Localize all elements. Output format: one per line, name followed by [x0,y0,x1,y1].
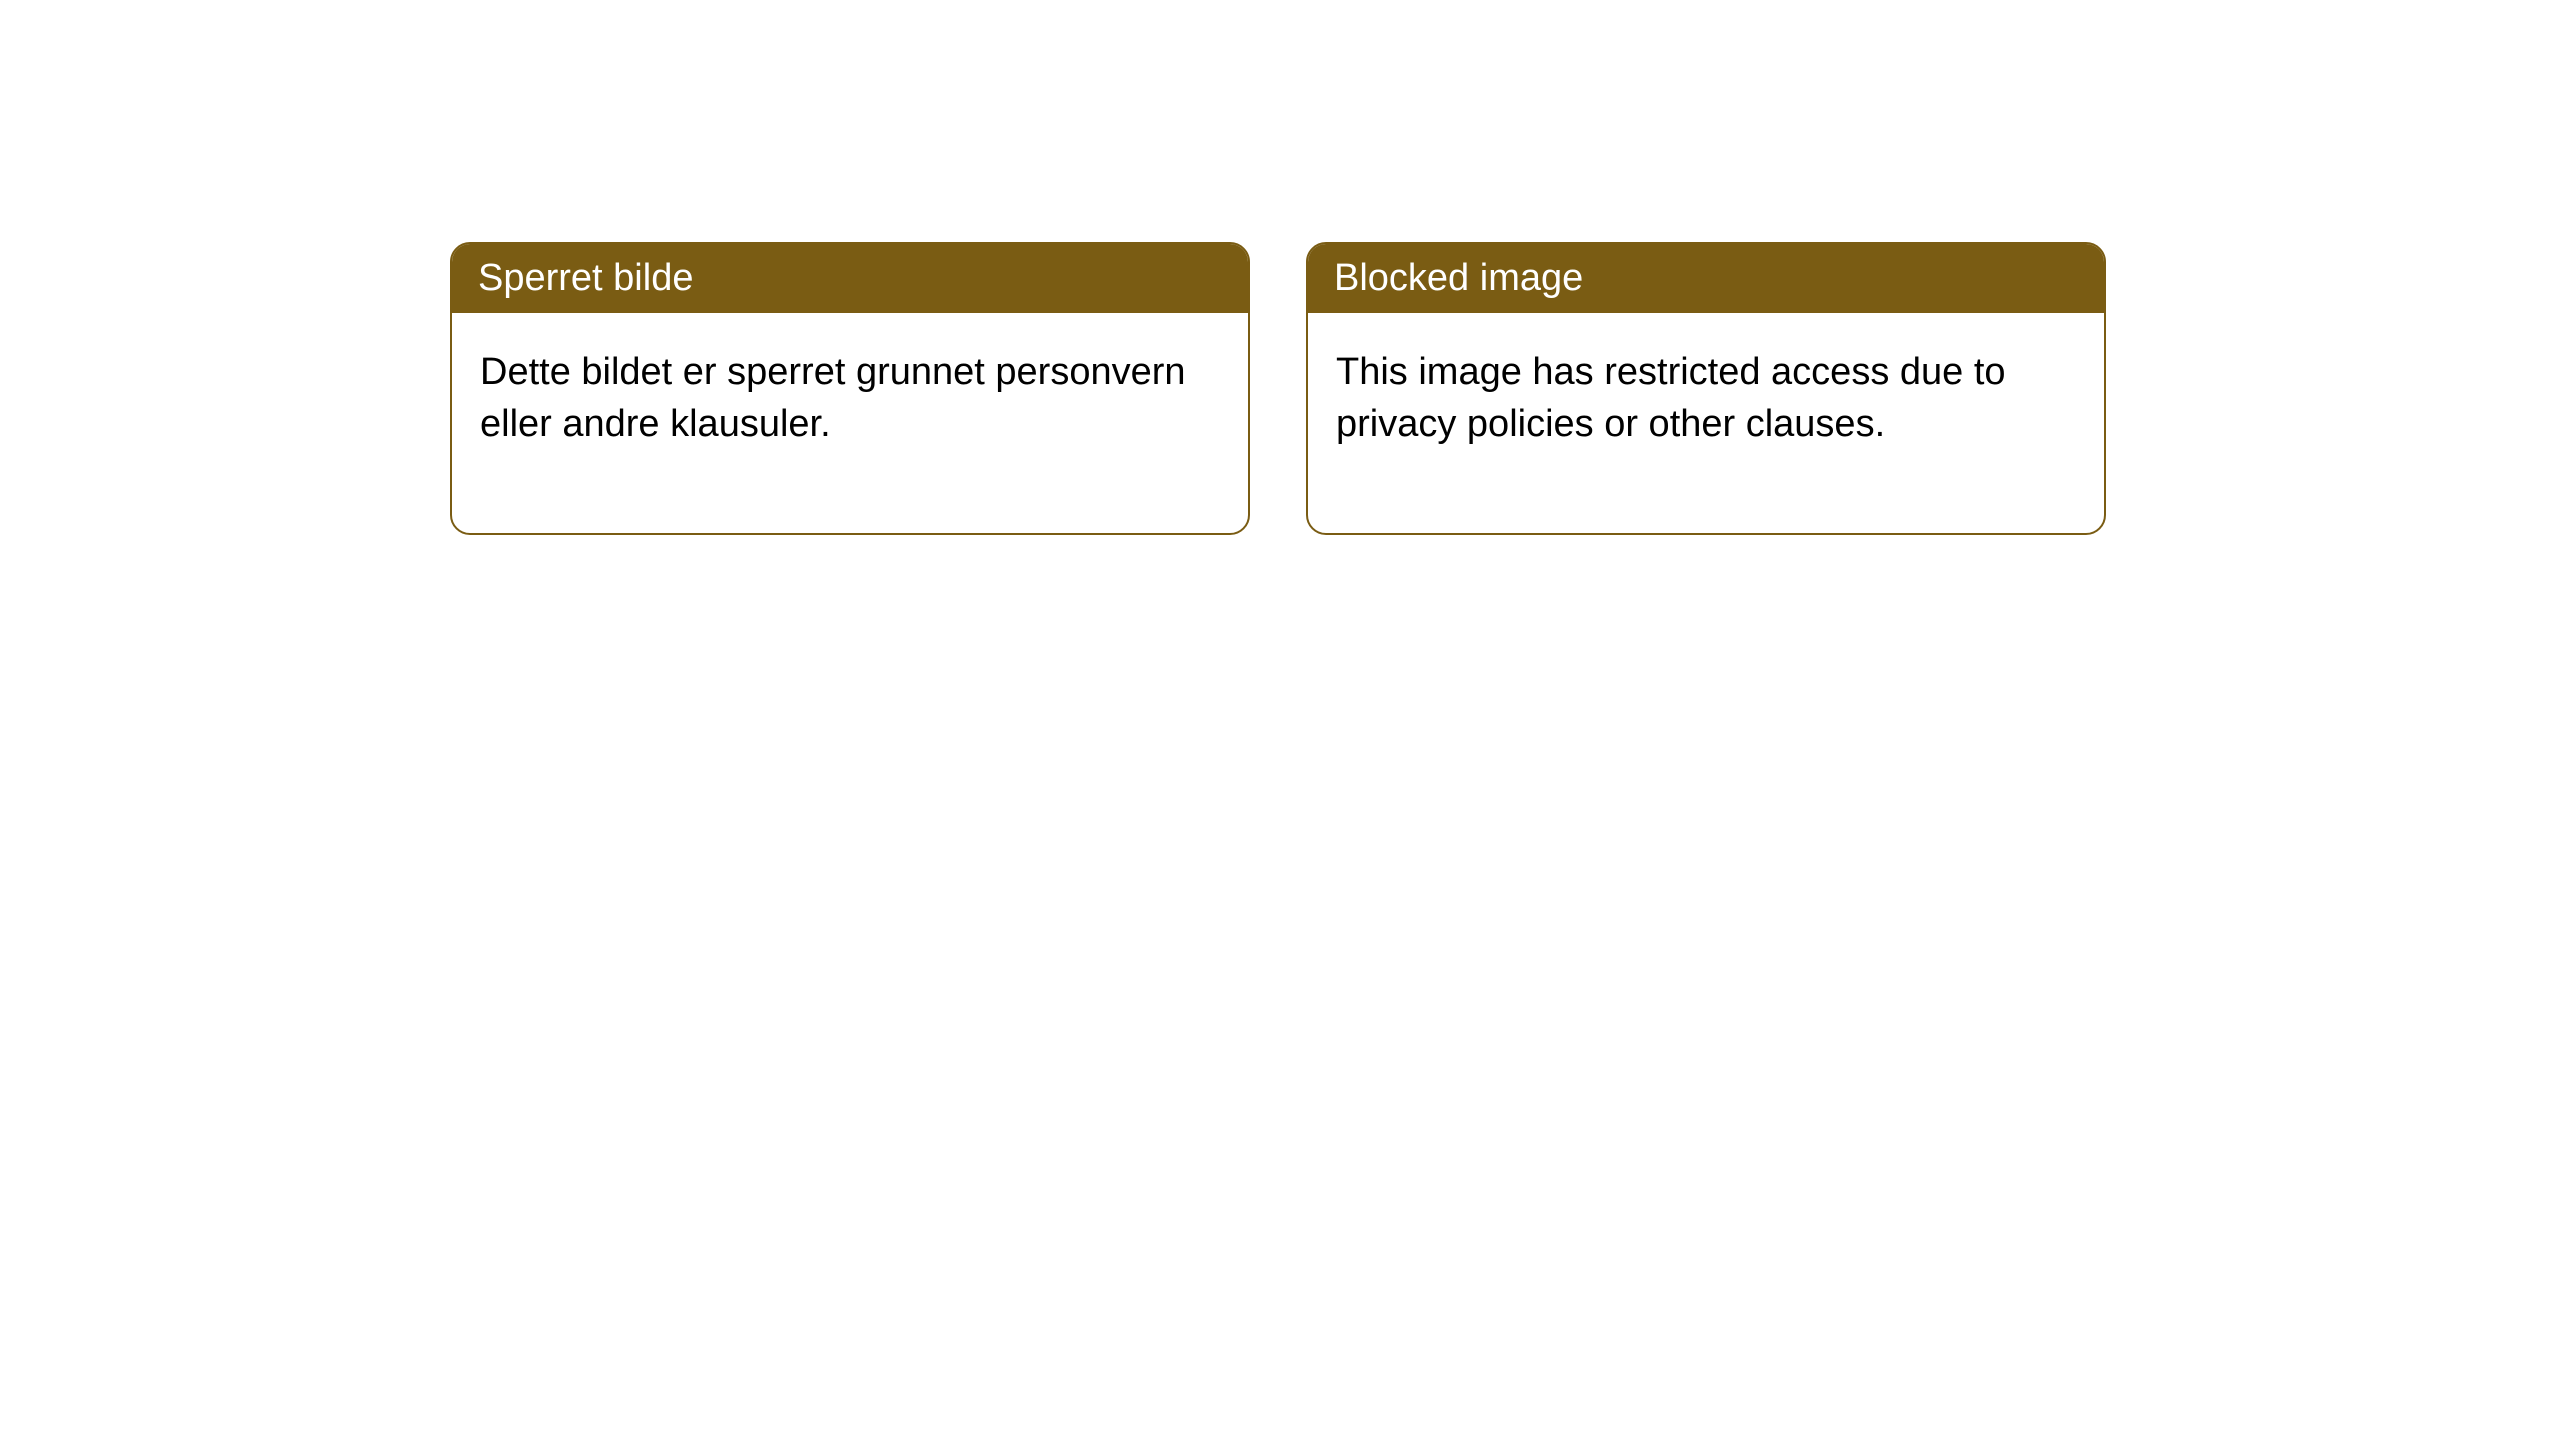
notice-card-body: This image has restricted access due to … [1308,313,2104,533]
notice-card-body: Dette bildet er sperret grunnet personve… [452,313,1248,533]
notice-card-norwegian: Sperret bilde Dette bildet er sperret gr… [450,242,1250,535]
notice-card-english: Blocked image This image has restricted … [1306,242,2106,535]
notice-container: Sperret bilde Dette bildet er sperret gr… [0,0,2560,535]
notice-card-title: Sperret bilde [452,244,1248,313]
notice-card-title: Blocked image [1308,244,2104,313]
